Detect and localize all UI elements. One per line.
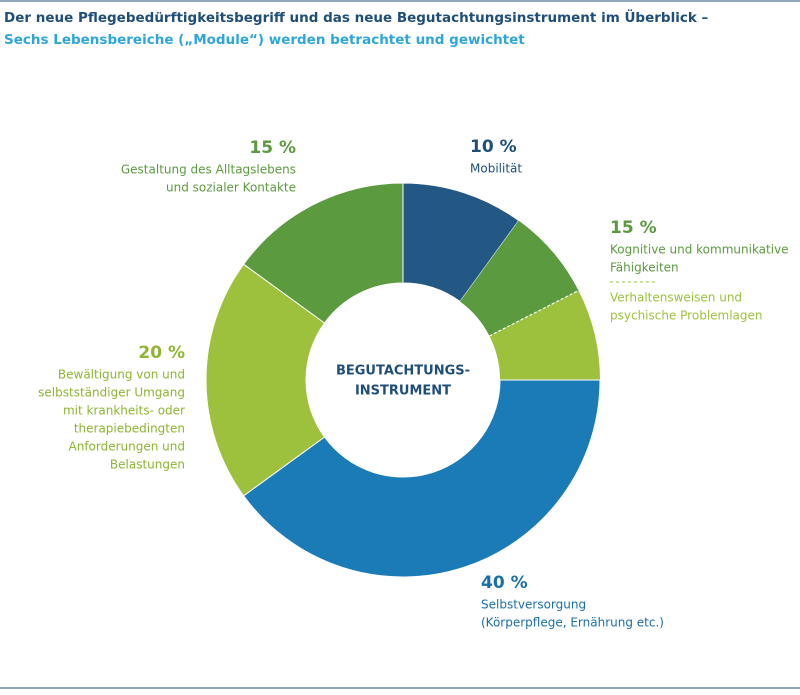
category-label: Belastungen [110,458,185,472]
category-label: (Körperpflege, Ernährung etc.) [481,616,664,630]
center-label: INSTRUMENT [355,384,451,399]
segment-divider [489,290,579,337]
donut-segment [242,182,404,324]
category-label: mit krankheits- oder [63,404,185,418]
category-label: Selbstversorgung [481,598,586,612]
category-label: Bewältigung von und [58,368,185,382]
donut-segment [205,263,326,497]
center-label: BEGUTACHTUNGS- [336,364,470,379]
category-label: Anforderungen und [69,440,186,454]
donut-segment [402,182,520,303]
category-label: selbstständiger Umgang [38,386,185,400]
value-label: 40 % [481,573,528,593]
category-label: Kognitive und kommunikative [610,243,789,257]
category-label: und sozialer Kontakte [166,181,296,195]
category-label: psychische Problemlagen [610,309,763,323]
category-label: Fähigkeiten [610,261,679,275]
category-label: Verhaltensweisen und [610,291,742,305]
donut-segment [489,290,600,380]
category-label: therapiebedingten [74,422,185,436]
category-label: Mobilität [470,162,522,176]
value-label: 20 % [138,343,185,363]
category-label: Gestaltung des Alltagslebens [121,163,296,177]
donut-segment [242,379,601,578]
chart-title: Der neue Pflegebedürftigkeitsbegriff und… [4,8,709,26]
value-label: 15 % [249,138,296,158]
value-label: 10 % [470,137,517,157]
donut-segment [460,220,579,336]
value-label: 15 % [610,218,657,238]
chart-subtitle: Sechs Lebensbereiche („Module“) werden b… [4,32,525,48]
